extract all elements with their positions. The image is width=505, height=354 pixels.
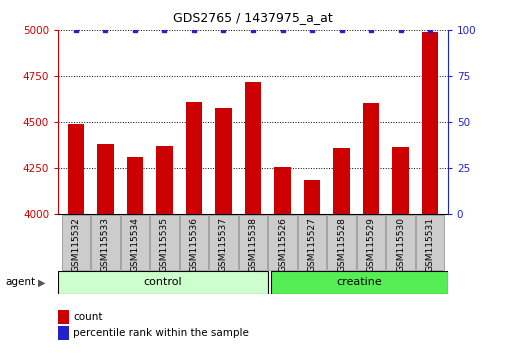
Bar xyxy=(215,108,231,214)
Text: agent: agent xyxy=(5,277,35,287)
Text: GSM115538: GSM115538 xyxy=(248,217,257,272)
Text: count: count xyxy=(73,312,103,322)
FancyBboxPatch shape xyxy=(62,215,90,270)
Bar xyxy=(58,326,69,340)
FancyBboxPatch shape xyxy=(356,215,384,270)
Text: GSM115537: GSM115537 xyxy=(219,217,228,272)
FancyBboxPatch shape xyxy=(415,215,443,270)
FancyBboxPatch shape xyxy=(238,215,267,270)
Bar xyxy=(244,82,261,214)
Text: GSM115526: GSM115526 xyxy=(277,217,286,272)
Text: GSM115535: GSM115535 xyxy=(160,217,169,272)
Bar xyxy=(304,180,320,214)
Bar xyxy=(362,103,378,214)
Bar xyxy=(97,144,113,214)
Text: GSM115534: GSM115534 xyxy=(130,217,139,272)
Text: percentile rank within the sample: percentile rank within the sample xyxy=(73,328,249,338)
Text: GSM115529: GSM115529 xyxy=(366,217,375,272)
Text: creatine: creatine xyxy=(336,277,381,287)
Bar xyxy=(333,148,349,214)
FancyBboxPatch shape xyxy=(91,215,119,270)
Text: GSM115530: GSM115530 xyxy=(395,217,405,272)
Text: ▶: ▶ xyxy=(38,277,45,287)
Text: GSM115532: GSM115532 xyxy=(71,217,80,272)
FancyBboxPatch shape xyxy=(209,215,237,270)
Bar xyxy=(156,146,172,214)
FancyBboxPatch shape xyxy=(327,215,355,270)
Bar xyxy=(127,157,143,214)
Text: GSM115531: GSM115531 xyxy=(425,217,434,272)
Text: GDS2765 / 1437975_a_at: GDS2765 / 1437975_a_at xyxy=(173,11,332,24)
Bar xyxy=(68,124,84,214)
Text: control: control xyxy=(143,277,182,287)
FancyBboxPatch shape xyxy=(270,271,447,294)
FancyBboxPatch shape xyxy=(121,215,149,270)
FancyBboxPatch shape xyxy=(268,215,296,270)
FancyBboxPatch shape xyxy=(179,215,208,270)
Text: GSM115533: GSM115533 xyxy=(100,217,110,272)
Text: GSM115536: GSM115536 xyxy=(189,217,198,272)
Bar xyxy=(58,310,69,324)
Text: GSM115527: GSM115527 xyxy=(307,217,316,272)
Bar xyxy=(421,32,437,214)
FancyBboxPatch shape xyxy=(150,215,178,270)
FancyBboxPatch shape xyxy=(297,215,326,270)
Bar xyxy=(274,167,290,214)
FancyBboxPatch shape xyxy=(58,271,267,294)
FancyBboxPatch shape xyxy=(386,215,414,270)
Bar xyxy=(392,147,408,214)
Bar xyxy=(185,102,201,214)
Text: GSM115528: GSM115528 xyxy=(336,217,345,272)
